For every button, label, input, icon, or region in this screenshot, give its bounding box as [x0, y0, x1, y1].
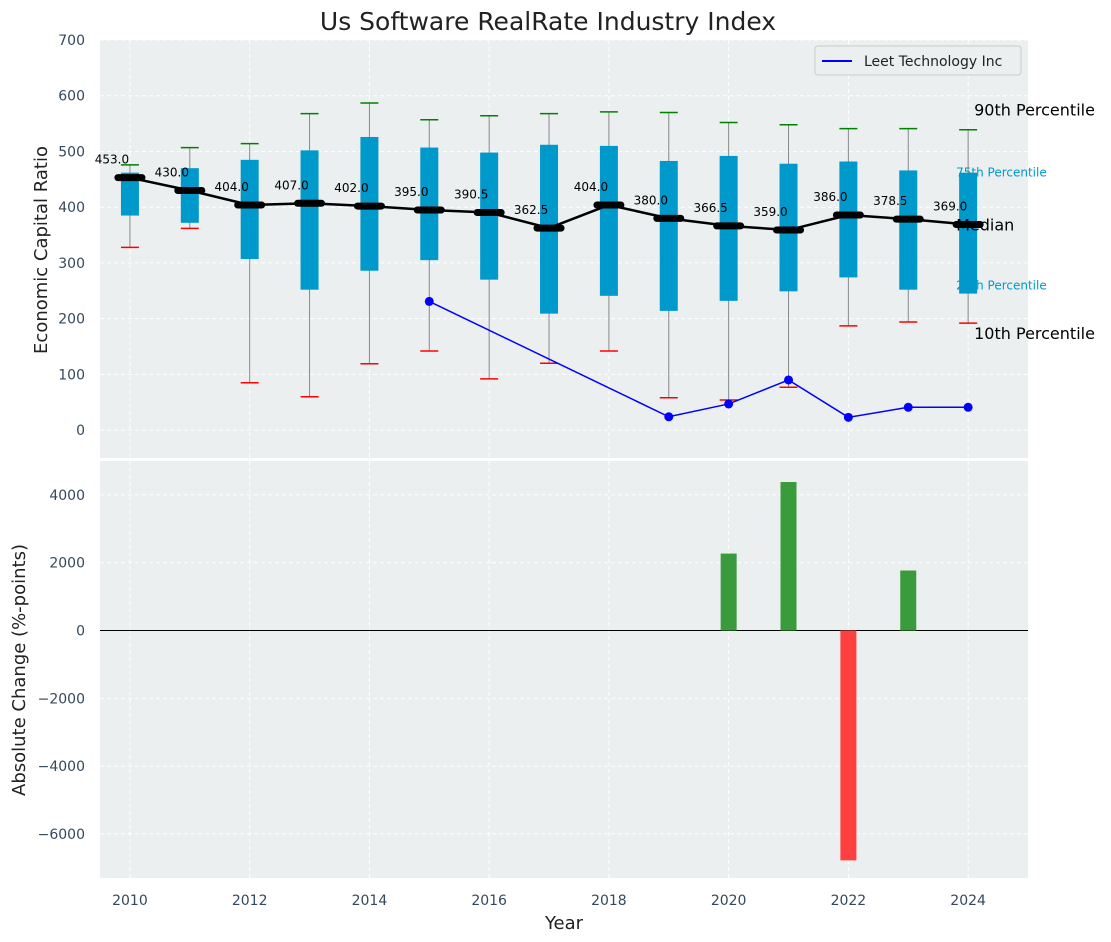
median-value-label: 404.0 [214, 180, 248, 194]
company-point [724, 399, 734, 409]
p90-annotation: 90th Percentile [974, 101, 1095, 120]
top-y-tick-label: 100 [58, 367, 85, 383]
top-y-tick-label: 700 [58, 33, 85, 49]
top-y-axis-label: Economic Capital Ratio [31, 146, 52, 354]
x-tick-label: 2016 [471, 893, 507, 909]
bottom-panel-background [100, 461, 1028, 878]
median-value-label: 380.0 [634, 193, 668, 207]
top-panel-background [100, 40, 1028, 458]
x-axis-label: Year [544, 913, 584, 934]
median-value-label: 378.5 [873, 194, 907, 208]
median-value-label: 407.0 [274, 178, 308, 192]
median-value-label: 402.0 [334, 181, 368, 195]
bottom-y-tick-label: 2000 [49, 556, 85, 572]
top-y-tick-label: 500 [58, 144, 85, 160]
legend-box [814, 45, 1022, 76]
top-y-tick-label: 400 [58, 200, 85, 216]
bottom-y-tick-label: 4000 [49, 488, 85, 504]
negative-change-bar [840, 630, 857, 861]
iqr-box [839, 161, 858, 278]
company-point [963, 402, 973, 412]
x-tick-label: 2012 [232, 893, 268, 909]
company-series-group [424, 296, 973, 422]
x-tick-label: 2014 [352, 893, 388, 909]
top-y-tick-label: 200 [58, 312, 85, 328]
company-point [664, 412, 674, 422]
bottom-y-tick-label: −2000 [38, 691, 85, 707]
iqr-box [899, 170, 918, 290]
p10-annotation: 10th Percentile [974, 324, 1095, 343]
bottom-grid: −6000 −4000 −2000 0 2000 4000 2010 2012 2014 2016… [38, 461, 1028, 909]
iqr-box [480, 152, 499, 280]
x-tick-label: 2022 [831, 893, 867, 909]
legend-entry: Leet Technology Inc [864, 54, 1002, 70]
chart-title: Us Software RealRate Industry Index [320, 7, 776, 36]
bar-group [720, 482, 917, 861]
median-value-label: 395.0 [394, 185, 428, 199]
iqr-box [180, 168, 199, 223]
bottom-y-axis-label: Absolute Change (%-points) [9, 544, 30, 796]
company-point [843, 412, 853, 422]
median-value-label: 366.5 [693, 201, 727, 215]
iqr-box [240, 159, 259, 260]
median-annotation: Median [956, 215, 1014, 234]
p25-annotation: 25th Percentile [956, 279, 1047, 293]
iqr-box [599, 145, 618, 296]
median-value-label: 362.5 [514, 203, 548, 217]
bottom-y-tick-label: −6000 [38, 827, 85, 843]
median-value-label: 386.0 [813, 190, 847, 204]
top-y-tick-label: 600 [58, 89, 85, 105]
iqr-box [420, 147, 439, 261]
company-point [424, 296, 434, 306]
legend: Leet Technology Inc [814, 45, 1022, 76]
iqr-box [959, 172, 978, 294]
company-point [903, 402, 913, 412]
p75-annotation: 75th Percentile [956, 166, 1047, 180]
percentile-annotations: 90th Percentile 75th Percentile Median 25th… [956, 101, 1095, 343]
iqr-box [120, 172, 139, 216]
median-value-label: 359.0 [753, 205, 787, 219]
top-grid: 0 100 200 300 400 500 600 700 [58, 33, 1028, 458]
positive-change-bar [720, 553, 737, 631]
iqr-box [300, 150, 319, 290]
median-value-label: 453.0 [95, 153, 129, 167]
x-tick-label: 2020 [711, 893, 747, 909]
median-value-label: 404.0 [574, 180, 608, 194]
bottom-y-tick-label: 0 [76, 624, 85, 640]
iqr-box [659, 160, 678, 311]
company-point [784, 375, 794, 385]
median-value-label: 390.5 [454, 187, 488, 201]
x-tick-label: 2010 [112, 893, 148, 909]
x-tick-label: 2024 [950, 893, 986, 909]
bottom-y-tick-label: −4000 [38, 759, 85, 775]
positive-change-bar [900, 570, 917, 631]
box-plot-group: 453.0 430.0 404.0 407.0 402.0 395.0 390.5 362.5… [95, 102, 984, 401]
top-y-tick-label: 0 [76, 423, 85, 439]
positive-change-bar [780, 482, 797, 631]
median-value-label: 430.0 [155, 165, 189, 179]
top-y-tick-label: 300 [58, 256, 85, 272]
median-value-label: 369.0 [933, 199, 967, 213]
x-tick-label: 2018 [591, 893, 627, 909]
